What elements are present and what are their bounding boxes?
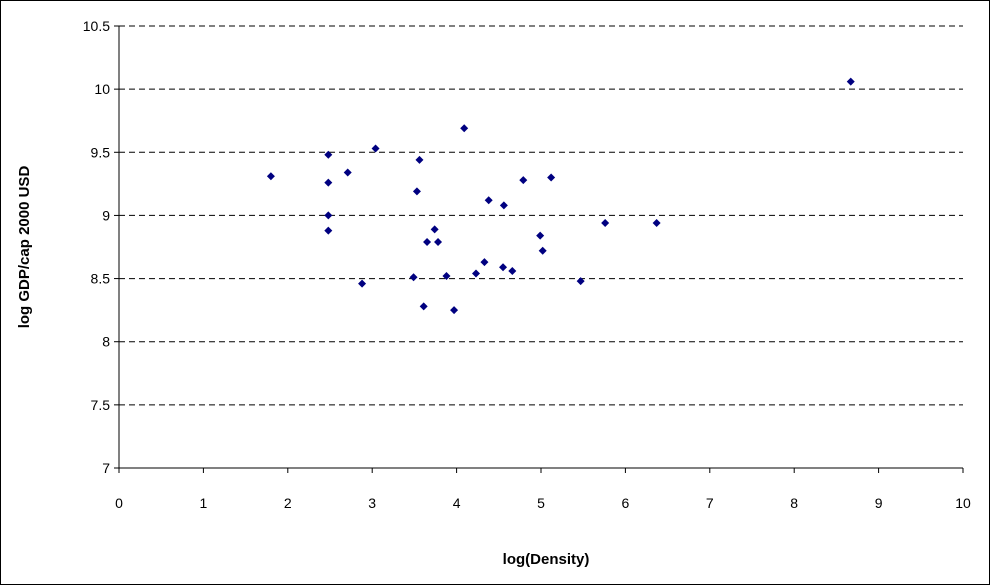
data-point: [576, 277, 585, 286]
y-tick-labels: 7 7.5 8 8.5 9 9.5 10 10.5: [83, 18, 110, 476]
data-point: [324, 178, 333, 187]
data-point: [519, 176, 528, 185]
x-tick-label: 5: [537, 495, 545, 511]
data-point: [547, 173, 556, 182]
data-point: [484, 196, 493, 205]
data-point: [450, 306, 459, 315]
data-point: [415, 155, 424, 164]
data-point: [266, 172, 275, 181]
gridlines: [119, 25, 963, 406]
x-tick-label: 1: [200, 495, 208, 511]
data-point: [430, 225, 439, 234]
data-point: [480, 258, 489, 267]
data-point: [412, 187, 421, 196]
data-point: [423, 237, 432, 246]
data-point: [601, 219, 610, 228]
x-tick-label: 2: [284, 495, 292, 511]
y-tick-label: 10.5: [83, 18, 110, 34]
data-point: [652, 219, 661, 228]
data-point: [846, 77, 855, 86]
y-tick-label: 8: [102, 334, 110, 350]
x-tick-label: 8: [790, 495, 798, 511]
y-tick-label: 9.5: [91, 144, 111, 160]
data-point: [536, 231, 545, 240]
y-tick-label: 9: [102, 207, 110, 223]
data-point: [358, 279, 367, 288]
data-point: [499, 263, 508, 272]
y-tick-label: 7: [102, 460, 110, 476]
data-point: [499, 201, 508, 210]
data-point: [371, 144, 380, 153]
x-tick-label: 6: [622, 495, 630, 511]
data-point: [419, 302, 428, 311]
data-point: [508, 266, 517, 275]
x-tick-label: 3: [368, 495, 376, 511]
data-point: [324, 150, 333, 159]
y-axis-title: log GDP/cap 2000 USD: [16, 166, 33, 329]
x-tick-label: 9: [875, 495, 883, 511]
x-axis-title: log(Density): [503, 551, 590, 568]
x-tick-label: 10: [955, 495, 971, 511]
data-point: [324, 226, 333, 235]
y-tick-label: 10: [94, 81, 110, 97]
axes: [114, 25, 964, 473]
data-point: [343, 168, 352, 177]
data-point: [324, 211, 333, 220]
data-point: [472, 269, 481, 278]
data-point: [442, 272, 451, 281]
data-point: [434, 237, 443, 246]
y-tick-label: 7.5: [91, 397, 111, 413]
y-tick-label: 8.5: [91, 271, 111, 287]
x-tick-label: 4: [453, 495, 461, 511]
x-tick-label: 0: [115, 495, 123, 511]
x-tick-labels: 0 1 2 3 4 5 6 7 8 9 10: [115, 495, 971, 511]
data-point: [460, 124, 469, 133]
data-points: [266, 77, 855, 315]
x-tick-label: 7: [706, 495, 714, 511]
data-point: [538, 246, 547, 255]
data-point: [409, 273, 418, 282]
